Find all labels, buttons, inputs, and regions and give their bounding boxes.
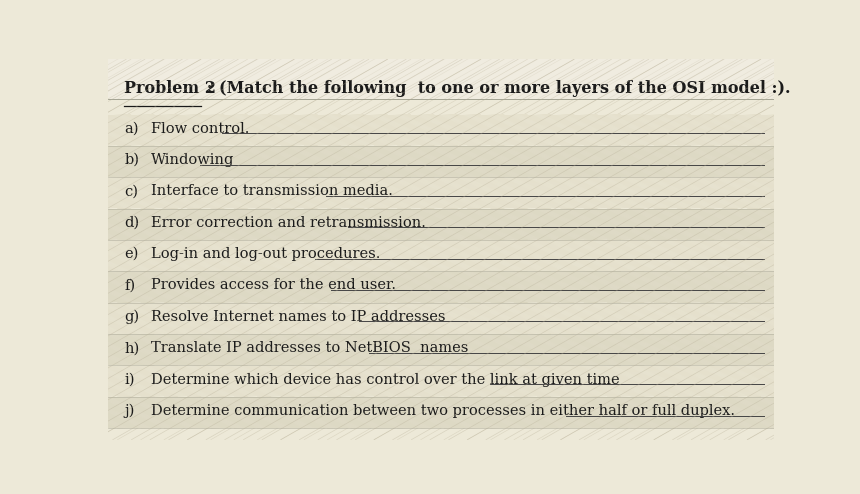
FancyBboxPatch shape	[108, 366, 774, 397]
Text: i): i)	[124, 372, 135, 387]
FancyBboxPatch shape	[108, 271, 774, 303]
Text: h): h)	[124, 341, 139, 355]
Text: Determine which device has control over the link at given time: Determine which device has control over …	[150, 372, 619, 387]
Text: Resolve Internet names to IP addresses: Resolve Internet names to IP addresses	[150, 310, 445, 324]
Text: a): a)	[124, 122, 138, 135]
Text: Determine communication between two processes in either half or full duplex.: Determine communication between two proc…	[150, 404, 734, 418]
Text: c): c)	[124, 184, 138, 198]
FancyBboxPatch shape	[108, 146, 774, 177]
Text: :: :	[201, 80, 218, 97]
Text: b): b)	[124, 153, 139, 167]
Text: Windowing: Windowing	[150, 153, 234, 167]
Text: e): e)	[124, 247, 138, 261]
Text: Problem 2: Problem 2	[124, 80, 216, 97]
Text: f): f)	[124, 279, 135, 292]
Text: (Match the following  to one or more layers of the OSI model :).: (Match the following to one or more laye…	[219, 80, 791, 97]
FancyBboxPatch shape	[108, 208, 774, 240]
FancyBboxPatch shape	[108, 303, 774, 334]
FancyBboxPatch shape	[108, 177, 774, 208]
Text: Flow control.: Flow control.	[150, 122, 249, 135]
Text: Error correction and retransmission.: Error correction and retransmission.	[150, 216, 426, 230]
Text: j): j)	[124, 404, 134, 418]
Text: Interface to transmission media.: Interface to transmission media.	[150, 184, 393, 198]
Text: g): g)	[124, 310, 139, 324]
Text: Provides access for the end user.: Provides access for the end user.	[150, 279, 396, 292]
FancyBboxPatch shape	[108, 334, 774, 366]
FancyBboxPatch shape	[108, 115, 774, 146]
FancyBboxPatch shape	[108, 240, 774, 271]
Text: Translate IP addresses to NetBIOS  names: Translate IP addresses to NetBIOS names	[150, 341, 468, 355]
Text: d): d)	[124, 216, 139, 230]
FancyBboxPatch shape	[108, 59, 774, 99]
Text: Log-in and log-out procedures.: Log-in and log-out procedures.	[150, 247, 380, 261]
FancyBboxPatch shape	[108, 397, 774, 428]
